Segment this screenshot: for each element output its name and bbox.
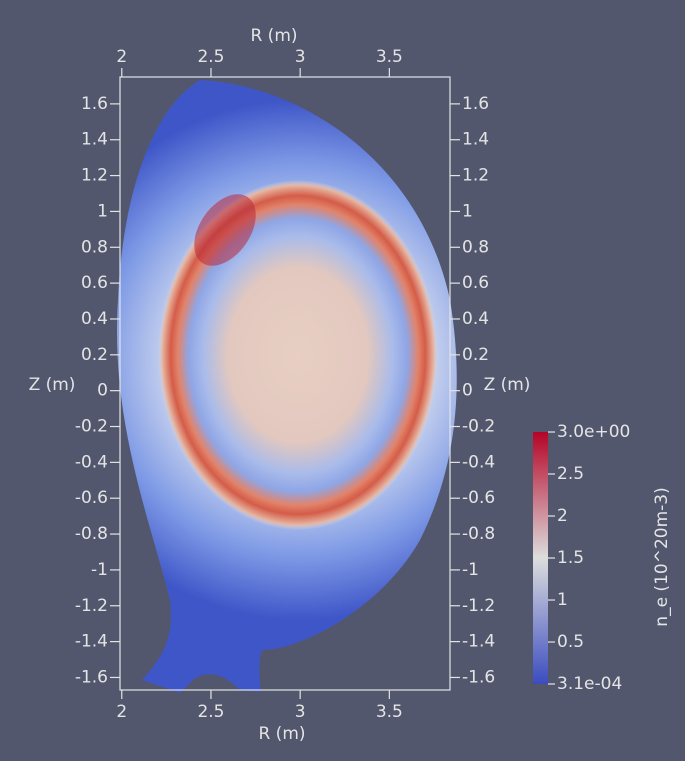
y-tick-label: 0	[97, 381, 108, 401]
colorbar-tick-label: 3.0e+00	[557, 422, 630, 442]
y-tick-label: 0.8	[462, 237, 489, 257]
y-tick-label: 1	[462, 201, 473, 221]
y-tick-label: -0.4	[462, 452, 495, 472]
y-tick-label: 0.6	[462, 273, 489, 293]
colorbar	[533, 432, 548, 684]
y-tick-label: 0.6	[81, 273, 108, 293]
y-tick-label: 1	[97, 201, 108, 221]
x-tick-label: 3.5	[376, 47, 403, 67]
x-tick-label: 2.5	[197, 47, 224, 67]
colorbar-title: n_e (10^20m-3)	[652, 487, 672, 626]
x-tick-label: 2.5	[197, 702, 224, 722]
y-tick-label: 1.4	[81, 130, 108, 150]
y-tick-label: 1.6	[462, 94, 489, 114]
y-tick-label: -1.2	[462, 596, 495, 616]
y-axis-title: Z (m)	[29, 375, 76, 395]
colorbar-tick-label: 2.5	[557, 464, 584, 484]
colorbar-tick-label: 1.5	[557, 548, 584, 568]
y-tick-label: -1.4	[462, 632, 495, 652]
y-tick-label: -0.4	[75, 452, 108, 472]
colorbar-tick-label: 2	[557, 506, 568, 526]
y-tick-label: -1	[462, 560, 479, 580]
colorbar-tick-label: 3.1e-04	[557, 674, 622, 694]
y-tick-label: -0.6	[462, 488, 495, 508]
y-tick-label: -0.6	[75, 488, 108, 508]
colorbar-tick-label: 0.5	[557, 632, 584, 652]
y-tick-label: 0.2	[81, 345, 108, 365]
y-tick-label: 0.4	[462, 309, 489, 329]
x-axis-title: R (m)	[250, 26, 297, 46]
colorbar-tick-label: 1	[557, 590, 568, 610]
x-tick-label: 3	[295, 47, 306, 67]
y-tick-label: -1.6	[75, 667, 108, 687]
y-tick-label: 0.8	[81, 237, 108, 257]
y-tick-label: 0.2	[462, 345, 489, 365]
x-axis-title: R (m)	[258, 724, 305, 744]
y-tick-label: -1.4	[75, 632, 108, 652]
y-tick-label: -0.8	[75, 524, 108, 544]
y-tick-label: 0.4	[81, 309, 108, 329]
y-tick-label: -0.2	[75, 417, 108, 437]
y-tick-label: -0.8	[462, 524, 495, 544]
y-tick-label: -1	[91, 560, 108, 580]
x-tick-label: 3.5	[376, 702, 403, 722]
axes-box	[119, 76, 451, 691]
x-tick-label: 3	[295, 702, 306, 722]
y-axis-title: Z (m)	[484, 375, 531, 395]
y-tick-label: 1.4	[462, 130, 489, 150]
x-tick-label: 2	[116, 702, 127, 722]
y-tick-label: -1.6	[462, 667, 495, 687]
y-tick-label: 1.2	[462, 166, 489, 186]
y-tick-label: 1.2	[81, 166, 108, 186]
y-tick-label: 1.6	[81, 94, 108, 114]
plasma-field	[116, 80, 457, 693]
x-tick-label: 2	[116, 47, 127, 67]
y-tick-label: -0.2	[462, 417, 495, 437]
y-tick-label: -1.2	[75, 596, 108, 616]
y-tick-label: 0	[462, 381, 473, 401]
